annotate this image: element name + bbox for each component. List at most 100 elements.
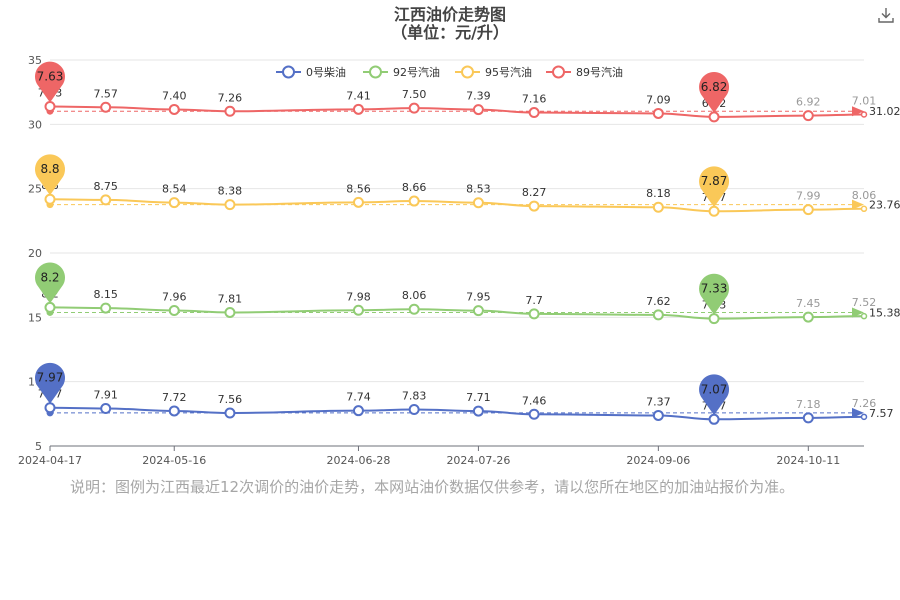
- data-label: 8.54: [162, 183, 187, 196]
- data-point: [224, 199, 236, 211]
- data-point: [224, 407, 236, 419]
- data-point: [802, 110, 814, 122]
- data-point: [100, 194, 112, 206]
- pin-min: 7.87: [699, 166, 730, 208]
- avg-line-arrow: [852, 106, 864, 117]
- data-label: 7.37: [646, 395, 671, 408]
- data-point: [100, 402, 112, 414]
- chart-subtitle: （单位：元/升）: [391, 23, 509, 42]
- data-point: [168, 405, 180, 417]
- data-point: [708, 313, 720, 325]
- data-point: [44, 301, 56, 313]
- data-point: [44, 193, 56, 205]
- pin-max: 8.2: [35, 262, 65, 304]
- y-tick-label: 15: [28, 311, 42, 324]
- data-point: [472, 104, 484, 116]
- data-label: 7.52: [852, 296, 877, 309]
- data-label: 8.27: [522, 186, 547, 199]
- y-tick-label: 25: [28, 183, 42, 196]
- pin-label: 7.87: [701, 174, 728, 188]
- avg-line-arrow: [852, 199, 864, 210]
- y-tick-label: 35: [28, 54, 42, 67]
- avg-label: 31.02: [869, 105, 900, 118]
- chart-title: 江西油价走势图: [394, 5, 506, 24]
- data-label: 7.26: [218, 91, 243, 104]
- data-label: 7.46: [522, 394, 547, 407]
- x-axis: 2024-04-17 2024-05-16 2024-06-28 2024-07-26…: [18, 445, 864, 467]
- x-tick-label: 2024-07-26: [446, 454, 510, 467]
- legend-marker: [282, 65, 295, 79]
- data-label: 7.50: [402, 88, 427, 101]
- data-point: [100, 101, 112, 113]
- data-label: 7.72: [162, 391, 187, 404]
- data-point: [472, 197, 484, 209]
- y-tick-label: 5: [35, 440, 42, 453]
- pin-shape: [35, 61, 66, 103]
- data-label: 7.16: [522, 93, 547, 106]
- legend[interactable]: 0号柴油 92号汽油 95号汽油 89号汽油: [276, 65, 623, 79]
- x-tick-label: 2024-05-16: [142, 454, 206, 467]
- legend-item-1[interactable]: 92号汽油: [363, 65, 440, 79]
- y-tick-label: 30: [28, 118, 42, 131]
- data-point: [168, 305, 180, 317]
- pin-label: 7.07: [701, 382, 728, 396]
- data-point: [224, 105, 236, 117]
- data-point: [408, 102, 420, 114]
- data-point: [352, 405, 364, 417]
- data-label: 8.66: [402, 181, 427, 194]
- avg-line-arrow: [852, 407, 864, 418]
- data-point: [652, 201, 664, 213]
- data-point: [472, 405, 484, 417]
- series-group: 7.57 7.97 7.91 7.72 7.56 7.74 7.83 7.71 7.46 7.37…: [35, 61, 900, 425]
- legend-item-3[interactable]: 89号汽油: [546, 65, 623, 79]
- pin-min: 6.82: [699, 72, 730, 113]
- data-point: [352, 103, 364, 115]
- data-label: 7.01: [852, 94, 877, 107]
- pin-min: 7.07: [699, 374, 730, 416]
- download-icon[interactable]: [877, 6, 895, 24]
- data-point: [528, 308, 540, 320]
- data-label: 7.09: [646, 93, 671, 106]
- data-point: [708, 111, 720, 123]
- pin-label: 7.63: [37, 69, 64, 83]
- data-label: 6.92: [796, 96, 821, 109]
- data-point: [408, 195, 420, 207]
- data-point: [408, 303, 420, 315]
- data-label: 7.41: [346, 89, 371, 102]
- avg-label: 15.38: [869, 306, 900, 319]
- avg-label: 23.76: [869, 199, 900, 212]
- data-label: 7.18: [796, 398, 821, 411]
- data-label: 7.91: [93, 388, 118, 401]
- data-label: 8.18: [646, 187, 671, 200]
- pin-shape: [699, 374, 730, 416]
- pin-shape: [35, 154, 65, 196]
- series-1: 15.38 8.2 8.15 7.96 7.81 7.98 8.06 7.95 7.7 7.62 7…: [35, 262, 900, 325]
- data-label: 7.40: [162, 89, 187, 102]
- data-point: [708, 413, 720, 425]
- data-label: 7.45: [796, 297, 821, 310]
- data-point: [44, 402, 56, 414]
- data-point: [802, 412, 814, 424]
- data-point: [652, 309, 664, 321]
- data-point: [472, 305, 484, 317]
- footnote: 说明：图例为江西最近12次调价的油价走势，本网站油价数据仅供参考，请以您所在地区…: [70, 478, 795, 496]
- data-point: [352, 196, 364, 208]
- pin-shape: [699, 166, 730, 208]
- series-2: 23.76 8.8 8.75 8.54 8.38 8.56 8.66 8.53 8.27 8.18…: [35, 154, 900, 217]
- pin-shape: [35, 362, 65, 404]
- legend-item-2[interactable]: 95号汽油: [455, 65, 532, 79]
- data-point: [528, 107, 540, 119]
- data-point: [802, 311, 814, 323]
- data-label: 8.06: [402, 289, 427, 302]
- pin-shape: [699, 273, 730, 315]
- pin-max: 7.97: [35, 362, 65, 404]
- data-label: 7.26: [852, 397, 877, 410]
- data-label: 7.96: [162, 291, 187, 304]
- data-label: 7.39: [466, 90, 491, 103]
- data-label: 8.56: [346, 182, 371, 195]
- grid-lines: [50, 59, 864, 383]
- pin-label: 8.8: [40, 162, 59, 176]
- legend-item-0[interactable]: 0号柴油: [276, 65, 346, 79]
- data-point: [860, 312, 868, 320]
